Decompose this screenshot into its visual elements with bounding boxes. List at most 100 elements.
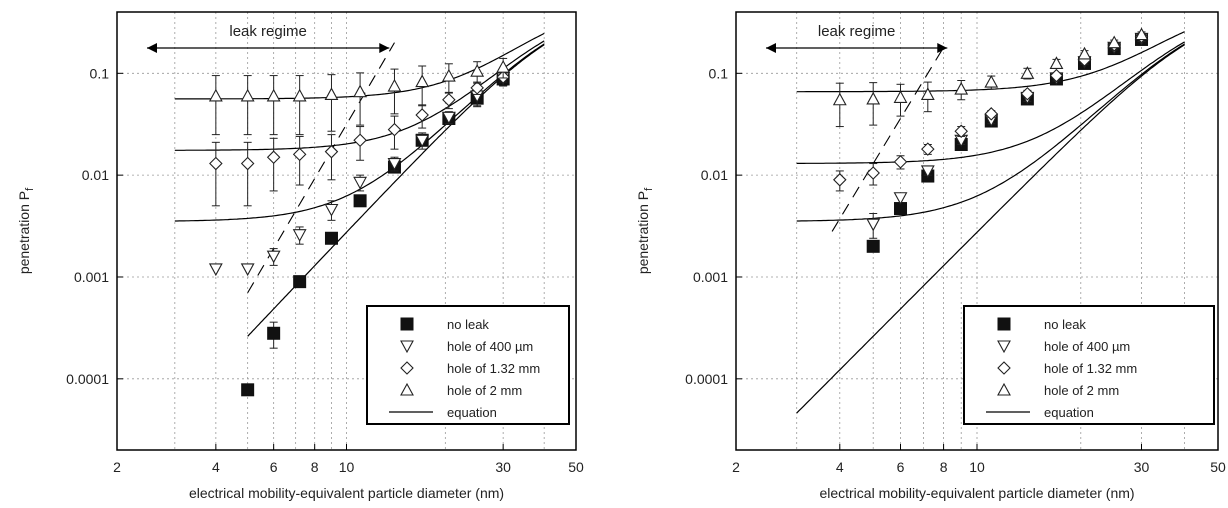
arrow-head-right — [379, 43, 390, 53]
data-point — [984, 107, 999, 121]
legend-label: hole of 400 µm — [447, 339, 533, 354]
data-point — [1020, 66, 1035, 79]
legend-label: hole of 1.32 mm — [1044, 361, 1137, 376]
data-point — [293, 275, 307, 289]
data-point — [1020, 86, 1035, 101]
legend-label: equation — [447, 405, 497, 420]
x-axis-label: electrical mobility-equivalent particle … — [819, 485, 1134, 501]
data-point — [866, 166, 880, 180]
legend-marker — [997, 317, 1011, 331]
data-point — [866, 91, 881, 105]
y-axis-label: penetration Pf — [16, 187, 36, 274]
arrow-head-left — [147, 43, 157, 53]
legend-label: equation — [1044, 405, 1094, 420]
leak-regime-label: leak regime — [229, 23, 307, 40]
data-point — [1134, 27, 1149, 41]
y-tick-label: 0.01 — [82, 167, 109, 183]
data-point — [324, 87, 339, 101]
y-axis-label-main: penetration P — [635, 191, 651, 274]
data-point — [266, 88, 281, 102]
chart-panel-1: 2 4 6 8 10 30 50 0.0001 0.001 0.01 0.1 electrical m… — [16, 11, 584, 501]
series-diamond — [833, 29, 1149, 192]
data-point — [387, 122, 402, 137]
data-point — [1049, 56, 1064, 69]
y-axis-label-subscript: f — [24, 187, 36, 191]
series-triangle — [208, 57, 511, 136]
equation-curve — [796, 43, 1185, 222]
legend: no leak hole of 400 µm hole of 1.32 mm hole… — [963, 305, 1215, 425]
data-point — [387, 157, 402, 171]
data-point — [292, 229, 307, 242]
data-point — [893, 155, 908, 169]
chart-panel-2: 2 4 6 8 10 30 50 0.0001 0.001 0.01 0.1 electrical m… — [635, 11, 1226, 501]
y-tick-label: 0.0001 — [685, 371, 728, 387]
equation-curve — [796, 44, 1185, 414]
data-point — [387, 78, 402, 92]
arrow-head-left — [766, 43, 776, 53]
data-point — [240, 88, 255, 102]
legend-label: hole of 400 µm — [1044, 339, 1130, 354]
data-point — [240, 263, 255, 277]
data-point — [470, 81, 484, 95]
legend-marker — [997, 361, 1011, 375]
series-filled-square — [866, 32, 1149, 253]
data-point — [324, 203, 339, 217]
y-axis-label-subscript: f — [643, 187, 655, 191]
legend-label: hole of 2 mm — [1044, 383, 1119, 398]
x-tick-label: 2 — [113, 459, 121, 475]
data-point — [324, 144, 339, 159]
x-tick-label: 4 — [836, 459, 844, 475]
y-tick-label: 0.01 — [701, 167, 728, 183]
legend-marker — [400, 382, 414, 396]
data-point — [353, 84, 368, 98]
series-diamond — [209, 70, 510, 207]
data-point — [496, 59, 511, 73]
x-tick-label: 4 — [212, 459, 220, 475]
legend-label: hole of 2 mm — [447, 383, 522, 398]
series-triangle — [832, 27, 1149, 128]
data-point — [240, 156, 255, 171]
data-point — [415, 134, 430, 148]
data-point — [292, 147, 307, 162]
data-point — [954, 124, 969, 138]
data-point — [832, 92, 847, 106]
data-point — [921, 142, 935, 156]
y-tick-label: 0.1 — [90, 65, 110, 81]
x-tick-label: 50 — [1210, 459, 1226, 475]
data-point — [208, 263, 223, 277]
data-point — [470, 64, 485, 77]
data-point — [920, 87, 935, 101]
data-point — [441, 111, 456, 125]
legend-label: hole of 1.32 mm — [447, 361, 540, 376]
y-axis-label-main: penetration P — [16, 191, 32, 274]
arrow-head-right — [937, 43, 948, 53]
y-tick-label: 0.001 — [693, 269, 728, 285]
data-point — [415, 108, 429, 122]
data-point — [1049, 68, 1064, 83]
data-point — [267, 326, 281, 340]
x-tick-label: 6 — [897, 459, 905, 475]
data-point — [1077, 46, 1092, 60]
data-point — [266, 150, 281, 164]
data-point — [209, 156, 223, 171]
data-point — [208, 88, 223, 102]
x-tick-label: 10 — [969, 459, 985, 475]
x-tick-label: 30 — [1134, 459, 1150, 475]
series-down-triangle — [866, 32, 1149, 239]
data-point — [866, 239, 880, 253]
equation-curve — [796, 41, 1185, 164]
x-tick-label: 8 — [311, 459, 319, 475]
y-axis-label: penetration Pf — [635, 187, 655, 274]
data-point — [954, 81, 969, 95]
data-point — [893, 90, 908, 103]
data-point — [1107, 35, 1122, 49]
y-tick-label: 0.0001 — [66, 371, 109, 387]
data-point — [833, 173, 847, 187]
x-tick-label: 8 — [940, 459, 948, 475]
y-tick-label: 0.1 — [709, 65, 729, 81]
data-point — [442, 92, 456, 107]
x-tick-label: 10 — [339, 459, 355, 475]
data-point — [353, 133, 367, 148]
data-point — [920, 165, 935, 179]
